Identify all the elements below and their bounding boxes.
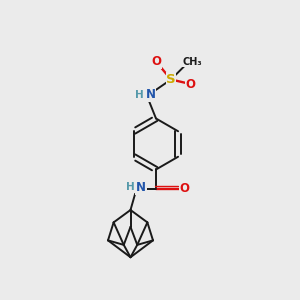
Text: O: O: [185, 77, 196, 91]
Text: S: S: [166, 73, 176, 86]
Text: H: H: [135, 89, 144, 100]
Text: N: N: [136, 181, 146, 194]
Text: N: N: [146, 88, 156, 101]
Text: O: O: [151, 55, 161, 68]
Text: CH₃: CH₃: [182, 56, 202, 67]
Text: O: O: [179, 182, 190, 196]
Text: H: H: [125, 182, 134, 193]
